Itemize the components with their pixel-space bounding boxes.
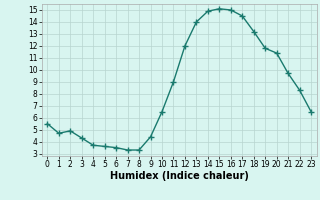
X-axis label: Humidex (Indice chaleur): Humidex (Indice chaleur) (110, 171, 249, 181)
